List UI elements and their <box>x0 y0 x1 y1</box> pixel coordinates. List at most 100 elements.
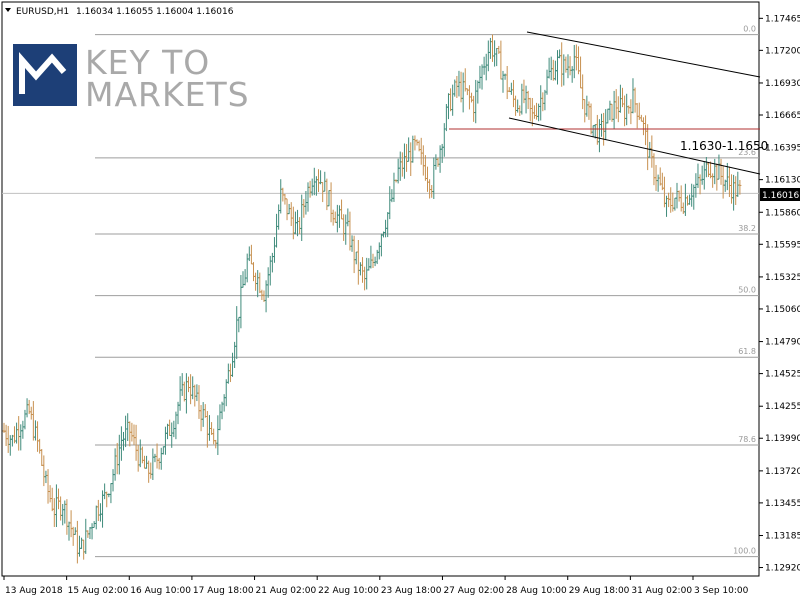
candle <box>604 109 608 140</box>
candle <box>556 50 559 85</box>
candle <box>633 87 637 113</box>
candle <box>88 526 92 539</box>
candle <box>203 404 207 418</box>
candle <box>132 424 136 445</box>
candle <box>583 99 587 123</box>
candle <box>277 204 281 230</box>
candle <box>71 526 75 546</box>
candle <box>497 45 501 54</box>
candle <box>216 415 220 456</box>
candle <box>170 422 174 448</box>
candle <box>501 70 505 93</box>
candle <box>520 83 524 115</box>
time-tick-label: 16 Aug 10:00 <box>130 586 191 596</box>
candle <box>289 202 293 227</box>
logo-line1: KEY TO <box>85 43 210 82</box>
zone-annotation: 1.1630-1.1650 <box>680 139 768 153</box>
candle <box>21 420 25 439</box>
candle <box>344 214 348 245</box>
candle <box>161 446 165 455</box>
candle <box>82 539 86 560</box>
candle <box>570 66 574 83</box>
channel-upper-line <box>526 31 761 78</box>
candle <box>451 84 455 116</box>
candle <box>92 521 96 528</box>
candle <box>168 419 172 436</box>
candle <box>54 484 58 528</box>
candle <box>474 79 478 124</box>
candle <box>23 409 27 430</box>
candle <box>98 503 102 522</box>
candle <box>528 97 532 122</box>
dropdown-triangle-icon[interactable] <box>5 8 11 12</box>
time-tick-label: 3 Sep 10:00 <box>694 586 749 596</box>
candle <box>535 102 539 120</box>
candle <box>321 181 325 203</box>
candle <box>646 124 650 171</box>
candle <box>591 125 595 138</box>
candle <box>235 306 239 359</box>
candle <box>142 455 146 469</box>
candle <box>285 198 289 221</box>
candle <box>237 316 241 333</box>
candle <box>205 411 209 448</box>
candle <box>442 123 446 157</box>
candle <box>166 423 170 440</box>
candle <box>371 253 375 268</box>
candle <box>348 211 352 251</box>
candle <box>428 179 432 199</box>
fib-level-label: 78.6 <box>738 435 756 444</box>
candle <box>31 401 35 441</box>
candle <box>17 416 21 451</box>
candle <box>541 92 545 112</box>
candle <box>392 172 396 202</box>
candle <box>365 257 369 290</box>
candle <box>231 352 235 377</box>
logo: KEY TO MARKETS <box>13 43 249 114</box>
candle <box>421 145 425 176</box>
price-tick-label: 1.13455 <box>765 499 800 509</box>
candle <box>625 93 629 126</box>
candle <box>409 142 413 177</box>
candle <box>367 258 371 271</box>
time-tick-label: 23 Aug 18:00 <box>381 586 442 596</box>
candle <box>346 208 350 227</box>
candle <box>111 469 115 492</box>
candle <box>33 420 37 441</box>
candle <box>434 154 438 170</box>
fib-level-label: 23.6 <box>738 148 756 157</box>
candle <box>159 447 163 470</box>
candle <box>524 85 528 114</box>
candle <box>734 176 738 205</box>
candle <box>499 40 503 80</box>
candle <box>25 398 29 418</box>
candle <box>612 90 616 130</box>
candle <box>587 101 591 120</box>
candle <box>568 56 572 76</box>
candle <box>690 183 694 207</box>
candle <box>459 71 463 103</box>
candle <box>495 47 499 67</box>
candle <box>279 179 283 214</box>
candle <box>656 174 660 192</box>
candle <box>67 521 71 541</box>
candle <box>38 438 42 454</box>
candle <box>356 240 360 285</box>
candle <box>476 80 480 104</box>
candle <box>40 449 44 466</box>
candle <box>589 103 593 135</box>
candle <box>358 262 362 276</box>
candle <box>178 376 182 411</box>
candle <box>247 246 251 262</box>
candle <box>316 169 320 193</box>
time-tick-label: 21 Aug 02:00 <box>256 586 317 596</box>
candle <box>147 460 151 483</box>
candle <box>117 434 121 475</box>
candle <box>671 192 675 212</box>
candle <box>350 235 354 252</box>
candle <box>275 213 279 248</box>
fib-level-label: 38.2 <box>738 224 756 233</box>
candle <box>245 253 249 283</box>
candle <box>138 439 142 468</box>
candle <box>572 44 576 79</box>
